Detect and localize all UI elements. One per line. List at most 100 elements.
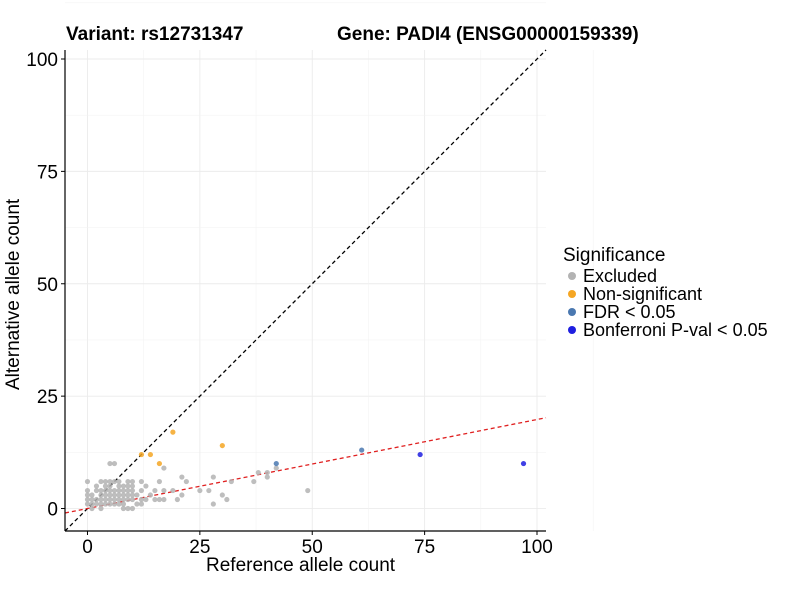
legend-dot-icon (568, 326, 576, 334)
x-axis-label: Reference allele count (206, 555, 396, 576)
point-excluded (129, 487, 136, 494)
point-excluded (107, 487, 113, 494)
legend-dot-icon (568, 290, 576, 298)
point-excluded (116, 478, 122, 485)
identity-reference-line (64, 49, 547, 532)
point-excluded (251, 478, 257, 485)
point-excluded (143, 483, 149, 489)
point-excluded (84, 478, 91, 485)
x-tick-label: 25 (189, 537, 210, 558)
point-excluded (179, 492, 185, 498)
point-excluded (206, 487, 212, 494)
grid-lines (65, 2, 594, 531)
gene-title: Gene: PADI4 (ENSG00000159339) (337, 24, 639, 45)
point-excluded (138, 487, 145, 494)
y-tick-label: 25 (37, 387, 58, 408)
point-excluded (143, 496, 149, 503)
y-axis-ticks: 0 25 50 75 100 (26, 50, 65, 521)
point-excluded (138, 496, 145, 503)
x-tick-label: 50 (302, 537, 323, 558)
point-excluded (264, 469, 270, 476)
point-excluded (129, 478, 136, 485)
point-excluded (134, 501, 140, 507)
point-excluded (120, 501, 127, 507)
point-excluded (147, 492, 154, 498)
point-excluded (129, 483, 136, 489)
point-excluded (111, 501, 118, 507)
point-excluded (111, 496, 118, 503)
point-excluded (111, 478, 118, 485)
legend-label: Excluded (583, 265, 658, 286)
point-non-significant (138, 451, 145, 458)
point-bonferroni-p-val-0-05 (520, 460, 527, 467)
point-excluded (210, 474, 216, 480)
point-non-significant (147, 451, 154, 458)
legend-label: FDR < 0.05 (583, 301, 676, 322)
point-excluded (125, 496, 131, 503)
point-excluded (89, 505, 95, 512)
point-excluded (98, 478, 104, 485)
point-excluded (161, 465, 167, 471)
point-excluded (93, 487, 100, 494)
point-excluded (93, 501, 100, 507)
point-excluded (156, 496, 163, 503)
point-bonferroni-p-val-0-05 (417, 451, 423, 458)
x-tick-label: 100 (521, 537, 553, 558)
point-excluded (111, 487, 118, 494)
variant-title: Variant: rs12731347 (66, 24, 244, 45)
point-excluded (120, 505, 127, 512)
point-excluded (120, 483, 127, 489)
point-excluded (170, 487, 176, 494)
point-excluded (107, 460, 113, 467)
point-excluded (102, 478, 109, 485)
x-tick-label: 0 (82, 537, 93, 558)
legend-item-fdr: FDR < 0.05 (563, 301, 768, 322)
point-excluded (107, 478, 113, 485)
point-excluded (93, 496, 100, 503)
point-excluded (255, 469, 261, 476)
point-excluded (120, 487, 127, 494)
point-excluded (102, 483, 109, 489)
point-excluded (210, 501, 216, 507)
point-excluded (102, 496, 109, 503)
point-excluded (116, 501, 122, 507)
y-axis-label: Alternative allele count (3, 198, 24, 390)
point-excluded (125, 478, 131, 485)
point-excluded (107, 492, 113, 498)
point-fdr-0-05 (359, 447, 365, 453)
point-excluded (305, 487, 311, 494)
point-excluded (84, 501, 91, 507)
point-excluded (129, 496, 136, 503)
y-tick-label: 50 (37, 275, 58, 296)
legend: Significance Excluded Non-significant FD… (563, 245, 768, 340)
point-excluded (228, 478, 234, 485)
point-excluded (93, 483, 100, 489)
y-tick-label: 75 (37, 162, 58, 183)
point-excluded (120, 492, 127, 498)
point-excluded (134, 492, 140, 498)
point-excluded (102, 487, 109, 494)
point-fdr-0-05 (273, 460, 279, 467)
point-excluded (125, 505, 131, 512)
point-excluded (89, 492, 95, 498)
legend-item-non-significant: Non-significant (563, 283, 768, 304)
point-excluded (161, 496, 167, 503)
point-excluded (107, 501, 113, 507)
point-excluded (125, 487, 131, 494)
point-excluded (224, 496, 230, 503)
y-tick-label: 0 (47, 500, 58, 521)
point-excluded (156, 478, 163, 485)
point-excluded (102, 492, 109, 498)
point-excluded (102, 501, 109, 507)
legend-label: Non-significant (583, 283, 703, 304)
point-excluded (89, 501, 95, 507)
point-excluded (84, 487, 91, 494)
point-excluded (129, 505, 136, 512)
point-excluded (98, 505, 104, 512)
point-excluded (107, 496, 113, 503)
point-excluded (107, 483, 113, 489)
point-excluded (138, 501, 145, 507)
point-excluded (174, 496, 180, 503)
data-points (84, 429, 527, 512)
